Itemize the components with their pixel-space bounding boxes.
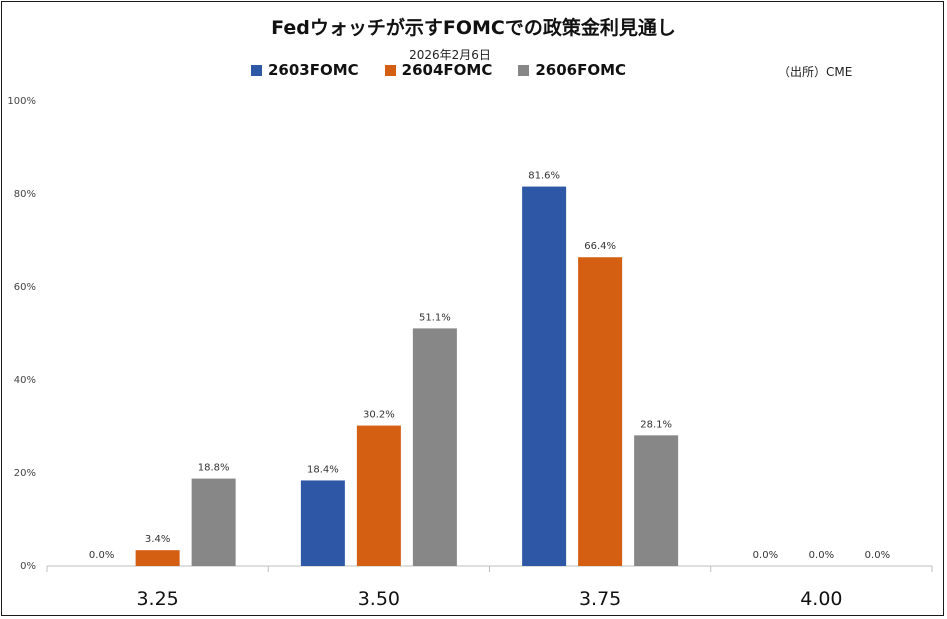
data-label: 0.0% — [89, 550, 114, 561]
bar-2604fomc-3-50 — [356, 425, 401, 566]
legend-item-2603fomc: 2603FOMC — [250, 61, 359, 79]
data-label: 0.0% — [865, 550, 890, 561]
legend-item-2604fomc: 2604FOMC — [384, 61, 493, 79]
bar-2606fomc-3-50 — [412, 328, 457, 566]
chart-source: （出所）CME — [778, 65, 853, 79]
legend-label-2606fomc: 2606FOMC — [535, 61, 627, 79]
y-tick-label: 20% — [14, 468, 36, 479]
x-category-label: 4.00 — [800, 588, 842, 610]
y-tick-label: 100% — [7, 96, 36, 107]
data-label: 0.0% — [753, 550, 778, 561]
data-label: 81.6% — [528, 171, 560, 182]
legend-label-2604fomc: 2604FOMC — [401, 61, 493, 79]
legend-swatch-2606fomc — [518, 64, 530, 76]
bar-2603fomc-3-50 — [300, 480, 345, 566]
data-label: 30.2% — [363, 410, 395, 421]
data-label: 3.4% — [145, 534, 170, 545]
bar-2604fomc-3-25 — [135, 550, 180, 566]
legend-label-2603fomc: 2603FOMC — [267, 61, 359, 79]
data-label: 0.0% — [809, 550, 834, 561]
legend-item-2606fomc: 2606FOMC — [518, 61, 626, 79]
x-category-label: 3.25 — [136, 588, 178, 610]
legend-swatch-2604fomc — [384, 64, 396, 76]
bar-2603fomc-3-75 — [522, 186, 567, 566]
bar-2604fomc-3-75 — [578, 257, 623, 566]
legend-swatch-2603fomc — [250, 64, 262, 76]
y-tick-label: 0% — [20, 561, 36, 572]
data-label: 51.1% — [419, 312, 451, 323]
chart-subtitle: 2026年2月6日 — [409, 48, 491, 62]
data-label: 66.4% — [584, 241, 616, 252]
y-tick-label: 40% — [14, 375, 36, 386]
x-category-label: 3.50 — [358, 588, 400, 610]
bar-2606fomc-3-75 — [634, 435, 679, 566]
x-category-label: 3.75 — [579, 588, 621, 610]
chart-legend: 2603FOMC 2604FOMC 2606FOMC — [0, 61, 947, 79]
y-tick-label: 60% — [14, 282, 36, 293]
y-tick-label: 80% — [14, 189, 36, 200]
data-label: 18.8% — [198, 463, 230, 474]
data-label: 28.1% — [640, 419, 672, 430]
bar-2606fomc-3-25 — [191, 478, 236, 566]
data-label: 18.4% — [307, 464, 339, 475]
chart-title: Fedウォッチが示すFOMCでの政策金利見通し — [271, 17, 676, 39]
